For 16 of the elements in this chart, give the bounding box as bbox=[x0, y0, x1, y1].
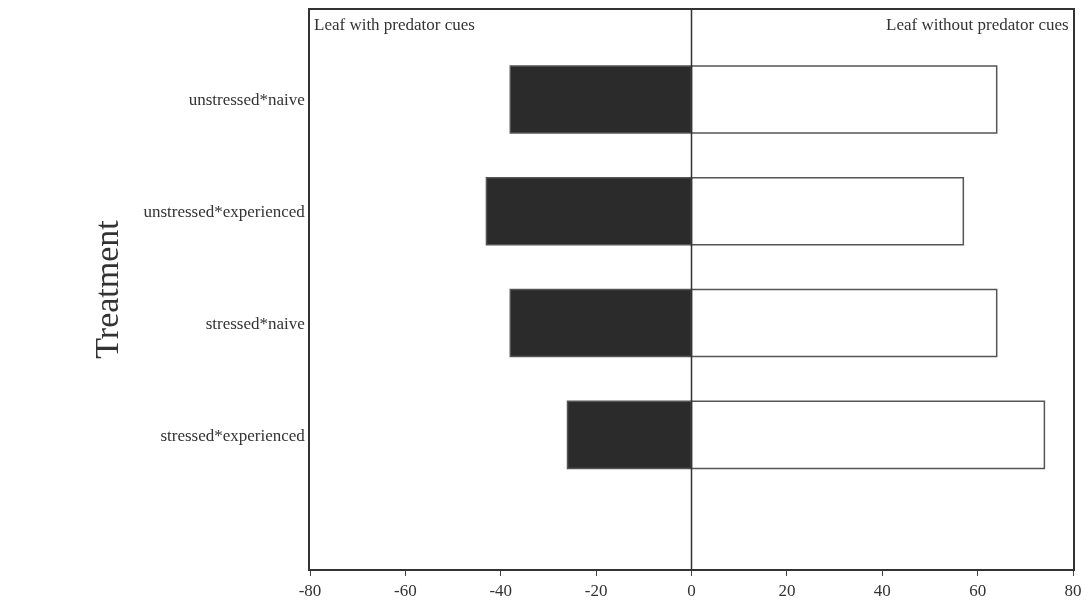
x-tick-label: 60 bbox=[969, 581, 987, 601]
annotation: Leaf without predator cues bbox=[886, 15, 1069, 34]
x-tick-label: -80 bbox=[298, 581, 322, 601]
y-tick-label: unstressed*naive bbox=[188, 90, 305, 110]
annotation: Leaf with predator cues bbox=[314, 15, 475, 34]
x-tick-label: 20 bbox=[778, 581, 796, 601]
y-axis-title: Treatment bbox=[87, 219, 125, 359]
x-tick-label: -40 bbox=[489, 581, 513, 601]
x-tick-label: -20 bbox=[584, 581, 608, 601]
x-tick-label: 80 bbox=[1064, 581, 1082, 601]
x-tick-label: 0 bbox=[687, 581, 696, 601]
y-tick-label: unstressed*experienced bbox=[143, 202, 306, 222]
y-tick-label: stressed*experienced bbox=[160, 425, 306, 445]
x-tick-label: 40 bbox=[873, 581, 891, 601]
x-tick-label: -60 bbox=[394, 581, 417, 601]
y-tick-label: stressed*naive bbox=[205, 313, 305, 333]
